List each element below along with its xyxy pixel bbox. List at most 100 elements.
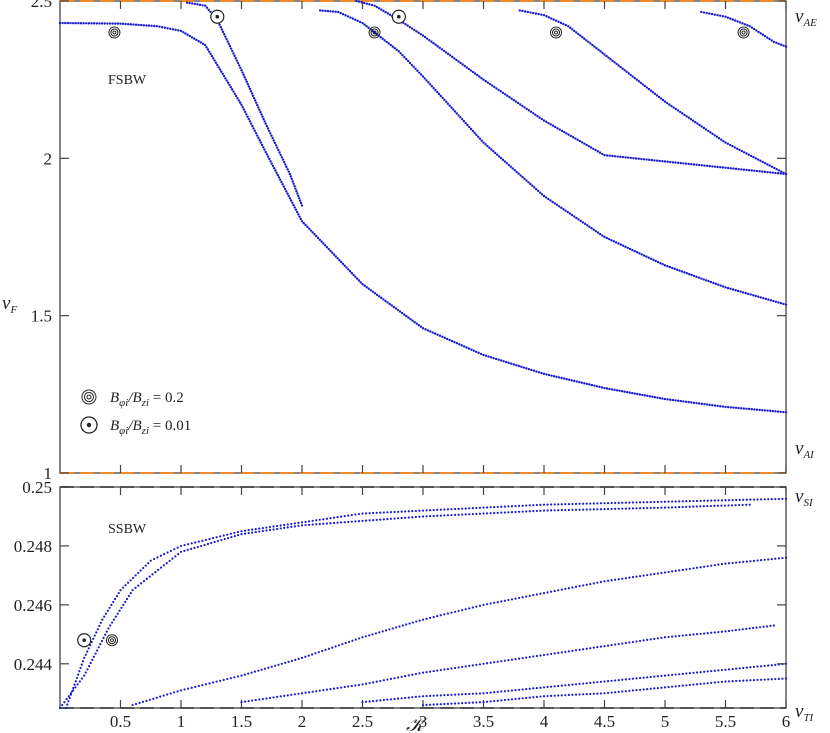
data-point <box>275 695 279 699</box>
data-point <box>329 10 332 13</box>
data-point <box>388 13 392 16</box>
data-point <box>214 61 218 64</box>
data-point <box>633 76 636 80</box>
data-point <box>777 169 781 172</box>
data-point <box>690 273 693 277</box>
data-point <box>233 535 236 538</box>
data-point <box>647 87 651 91</box>
data-point <box>290 525 293 528</box>
data-point <box>58 706 62 710</box>
data-point <box>226 81 230 84</box>
x-tick-label: 2.5 <box>352 712 373 731</box>
data-point <box>211 681 215 684</box>
data-point <box>692 274 696 278</box>
data-point <box>755 626 758 629</box>
data-point <box>248 120 252 123</box>
data-point <box>176 690 179 693</box>
data-point <box>111 621 114 624</box>
data-point <box>450 513 453 517</box>
data-point <box>528 594 531 597</box>
data-point <box>618 389 621 392</box>
data-point <box>404 510 407 513</box>
data-point <box>742 407 746 410</box>
data-point <box>315 234 318 238</box>
data-point <box>432 694 435 697</box>
data-point <box>279 527 282 530</box>
data-point <box>404 675 407 678</box>
data-point <box>470 348 473 351</box>
data-point <box>258 530 261 533</box>
data-point <box>770 498 773 501</box>
data-point <box>658 159 661 163</box>
data-point <box>512 363 515 366</box>
data-point <box>624 678 627 681</box>
data-point <box>610 643 613 647</box>
data-point <box>457 507 460 510</box>
data-point <box>400 311 404 315</box>
data-point <box>585 382 589 386</box>
data-point <box>703 632 706 635</box>
data-point <box>304 223 307 227</box>
data-point <box>201 539 204 542</box>
data-point <box>518 9 521 12</box>
data-point <box>589 647 592 650</box>
data-point <box>271 164 275 168</box>
data-point <box>373 4 376 7</box>
data-point <box>446 702 450 705</box>
data-point <box>259 110 262 114</box>
data-point <box>732 167 735 170</box>
data-point <box>357 279 361 282</box>
data-point <box>592 646 595 649</box>
data-point <box>461 693 464 696</box>
data-point <box>648 395 652 398</box>
data-point <box>452 108 455 111</box>
data-point <box>205 46 208 49</box>
data-point <box>638 676 642 680</box>
data-point <box>567 133 570 136</box>
data-point <box>485 700 489 703</box>
data-point <box>660 506 663 509</box>
data-point <box>646 573 649 577</box>
top-markers <box>108 9 750 39</box>
data-point <box>393 517 396 520</box>
y-tick-label: 0.248 <box>14 537 52 556</box>
data-point <box>257 669 260 672</box>
data-point <box>425 37 429 40</box>
data-point <box>407 316 410 319</box>
data-point <box>733 19 737 22</box>
data-point <box>735 498 738 502</box>
data-point <box>583 382 586 385</box>
data-point <box>127 594 130 598</box>
data-point <box>750 26 754 29</box>
data-point <box>578 502 581 505</box>
series-6 <box>421 677 788 707</box>
data-point <box>212 57 215 60</box>
data-point <box>334 255 338 258</box>
data-point <box>401 54 404 57</box>
data-point <box>732 406 735 409</box>
data-point <box>703 402 706 406</box>
data-point <box>759 296 762 299</box>
data-point <box>478 692 482 695</box>
data-point <box>373 292 377 295</box>
data-point <box>724 141 727 144</box>
data-point <box>499 90 502 93</box>
data-point <box>514 100 518 103</box>
top-y-ticks: 11.522.5 <box>31 0 786 483</box>
data-point <box>169 692 172 695</box>
data-point <box>585 508 588 511</box>
data-point <box>770 165 774 169</box>
data-point <box>649 573 652 576</box>
data-point <box>251 528 254 531</box>
data-point <box>219 25 222 29</box>
data-point <box>209 10 212 13</box>
data-point <box>767 498 770 501</box>
data-point <box>126 581 130 584</box>
data-point <box>750 169 753 172</box>
data-point <box>199 41 202 44</box>
data-point <box>500 600 503 603</box>
data-point <box>552 375 556 378</box>
data-point <box>678 634 681 637</box>
data-point <box>606 579 610 582</box>
data-point <box>549 199 552 202</box>
